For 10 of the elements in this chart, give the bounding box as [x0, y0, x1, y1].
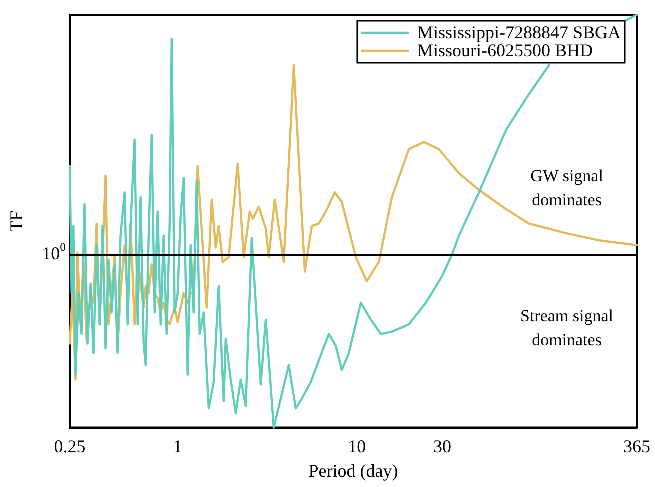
x-tick-label: 365: [624, 436, 650, 456]
x-tick-label: 30: [434, 436, 452, 456]
legend-label: Mississippi-7288847 SBGA: [417, 22, 622, 43]
annotation: GW signal dominates: [530, 166, 604, 210]
x-tick-label: 1: [173, 436, 182, 456]
x-axis-title: Period (day): [308, 460, 398, 481]
annotation: Stream signal dominates: [520, 306, 614, 350]
x-tick-label: 0.25: [54, 436, 86, 456]
y-axis-title: TF: [6, 210, 27, 232]
x-tick-label: 10: [348, 436, 366, 456]
